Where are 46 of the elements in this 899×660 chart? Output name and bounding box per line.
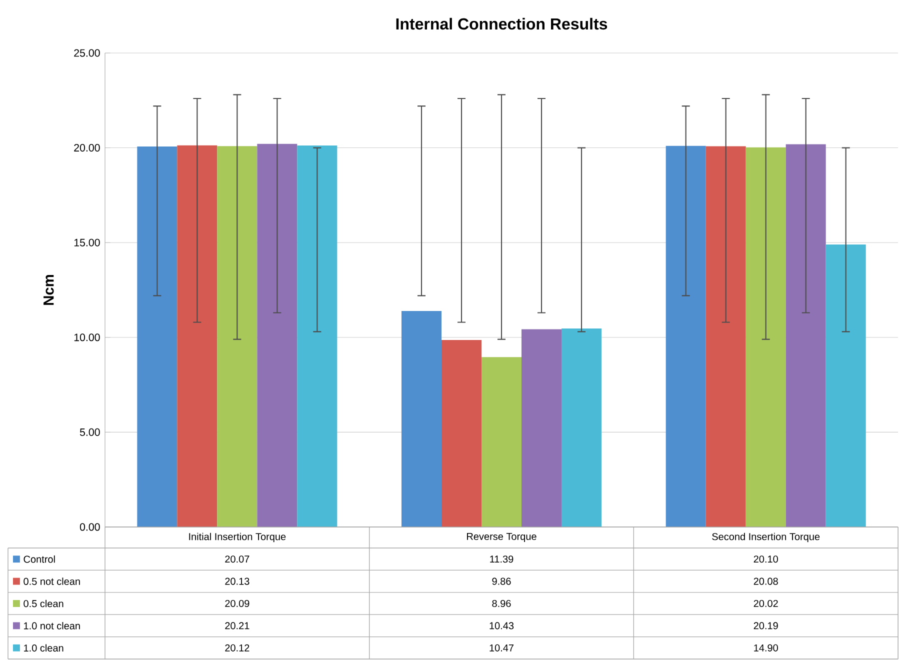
- legend-label: 1.0 not clean: [24, 622, 80, 630]
- bar: [746, 147, 786, 527]
- data-label: 14.90: [754, 644, 778, 652]
- data-label: 20.10: [754, 556, 778, 563]
- data-label: 20.02: [754, 600, 778, 608]
- bar: [257, 144, 298, 527]
- data-label: 20.07: [225, 556, 250, 563]
- y-axis-title: Ncm: [44, 275, 54, 305]
- y-tick-label: 0.00: [80, 523, 100, 531]
- data-label: 8.96: [492, 600, 511, 608]
- x-tick-label: Initial Insertion Torque: [189, 532, 286, 542]
- legend-label: 0.5 clean: [24, 600, 64, 608]
- data-label: 10.47: [490, 644, 514, 652]
- x-tick-label: Reverse Torque: [467, 533, 536, 542]
- data-label: 20.19: [754, 622, 778, 630]
- bar: [666, 146, 706, 527]
- bar: [217, 146, 258, 527]
- x-tick-label: Second Insertion Torque: [712, 532, 820, 542]
- bar: [522, 329, 562, 527]
- data-label: 9.86: [492, 578, 511, 585]
- data-label: 20.09: [225, 600, 250, 608]
- y-tick-label: 15.00: [74, 238, 100, 246]
- bar: [706, 146, 746, 527]
- data-label: 11.39: [490, 556, 514, 563]
- data-label: 20.12: [225, 644, 250, 652]
- bar: [786, 144, 826, 527]
- bar: [826, 244, 866, 527]
- legend-label: Control: [24, 555, 55, 563]
- data-label: 20.21: [225, 622, 250, 630]
- bar: [482, 357, 522, 527]
- y-tick-label: 10.00: [74, 334, 100, 342]
- bar: [297, 146, 338, 527]
- legend-label: 1.0 clean: [24, 644, 64, 652]
- data-label: 10.43: [490, 622, 514, 630]
- bar: [137, 146, 178, 527]
- y-tick-label: 25.00: [74, 49, 100, 57]
- bar: [177, 145, 218, 527]
- bar: [402, 311, 442, 527]
- bar: [442, 340, 482, 527]
- chart-title: Internal Connection Results: [396, 18, 608, 30]
- y-tick-label: 5.00: [80, 428, 100, 436]
- y-tick-label: 20.00: [74, 144, 100, 152]
- data-label: 20.08: [754, 578, 778, 585]
- bar: [562, 328, 602, 527]
- data-label: 20.13: [225, 578, 250, 585]
- legend-label: 0.5 not clean: [24, 578, 80, 585]
